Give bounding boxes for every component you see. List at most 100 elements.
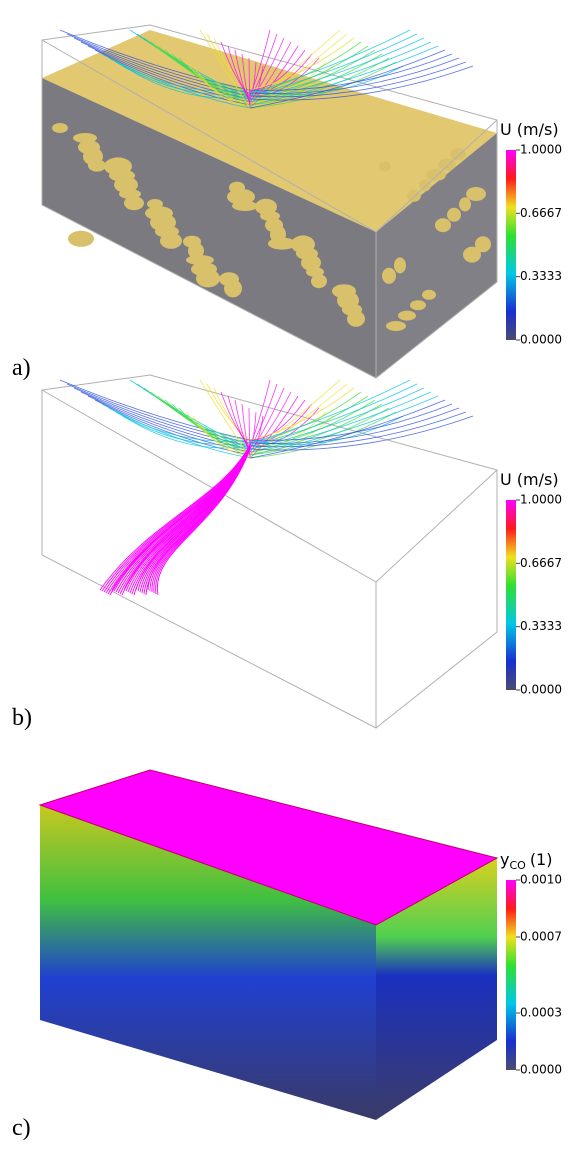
colorbar [506,150,516,340]
streamline [101,53,251,109]
streamline [249,61,397,109]
pore [332,284,356,299]
streamline [249,379,411,444]
pore [229,181,245,194]
pore [475,236,491,253]
box-edge [375,469,498,583]
streamline [248,57,251,109]
streamline [241,403,251,456]
pore [426,169,446,181]
pore [407,189,421,202]
colorbar-title: y [500,850,509,869]
pore [450,148,466,161]
pore [394,257,406,274]
streamline [178,57,251,100]
colorbar-tick-label: 0.0007 [520,930,562,944]
panel: b) U (m/s) 1.0000 0.6667 0.3333 0.0000 [12,374,562,731]
colorbar-title: U (m/s) [500,120,559,139]
streamline [249,403,453,441]
streamline [149,444,251,592]
streamline [155,447,251,595]
streamline [249,415,404,445]
streamline [248,407,251,459]
streamline [199,379,251,459]
streamline [151,445,251,593]
streamline [199,29,251,109]
box-edge [41,374,498,729]
pore [145,206,173,221]
streamline [164,399,251,444]
streamline [249,399,306,441]
pore [183,235,201,248]
streamline [101,403,251,459]
streamline [156,448,251,596]
pore [459,197,471,212]
streamline [220,391,251,447]
colorbar-tick-label: 0.6667 [520,206,562,220]
streamline [249,37,355,91]
streamline [249,387,285,453]
colorbar-tick-label: 0.3333 [520,619,562,633]
colorbar-title-sub: CO [509,859,526,872]
streamline [249,411,467,448]
pore [435,218,451,233]
streamline [129,444,251,594]
streamline [249,53,453,91]
streamline [249,29,411,94]
pore [311,274,327,289]
pore [463,246,481,263]
pore [68,230,94,247]
box-front [40,805,376,1120]
pore [147,199,163,209]
streamline [249,407,390,456]
streamline [101,445,251,592]
colorbar [506,500,516,690]
colorbar-tick-label: 0.0000 [520,683,562,697]
colorbar-tick-label: 0.0000 [520,1063,562,1077]
streamline [119,444,251,595]
colorbar-title: yCO (1) [500,850,552,872]
pore [191,262,217,277]
pore [291,235,315,254]
pore [255,198,277,215]
streamline [139,444,251,593]
box-top [38,769,499,926]
streamline [249,65,404,95]
streamline [220,41,251,97]
streamline [171,403,251,447]
streamline [249,399,446,459]
pore [410,300,426,311]
streamline [241,53,251,106]
streamline [99,444,251,591]
pore [386,321,406,331]
streamline [249,41,292,106]
pore [382,267,396,284]
streamline [185,411,251,453]
panel-label: a) [12,355,31,381]
colorbar-tick-label: 0.6667 [520,556,562,570]
colorbar-title: U (m/s) [500,470,559,489]
pore [78,140,100,155]
streamline [153,446,251,594]
streamline [157,45,251,91]
box-edge [41,39,377,233]
streamline [249,57,390,106]
streamline [249,33,278,100]
pore [398,310,416,321]
colorbar-tick-label: 0.0000 [520,333,562,347]
streamline [249,37,285,103]
pore [379,161,391,172]
streamline [249,61,467,98]
streamline [249,407,460,444]
panel-label: c) [12,1115,31,1141]
colorbar-tick-label: 0.3333 [520,269,562,283]
streamline [249,391,292,456]
streamline [249,65,474,101]
streamline [185,61,251,103]
streamline [157,395,251,441]
colorbar [506,880,516,1070]
panel-label: b) [12,705,32,731]
streamline [249,29,271,97]
box-front [42,78,376,378]
